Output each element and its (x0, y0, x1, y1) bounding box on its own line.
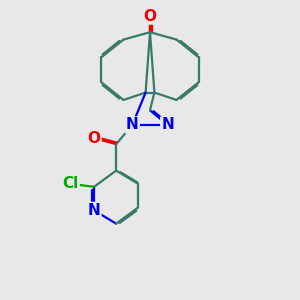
Text: O: O (88, 131, 100, 146)
Text: N: N (126, 118, 139, 133)
Text: N: N (88, 203, 100, 218)
Text: Cl: Cl (62, 176, 79, 191)
Text: O: O (143, 8, 157, 23)
Text: N: N (161, 118, 174, 133)
